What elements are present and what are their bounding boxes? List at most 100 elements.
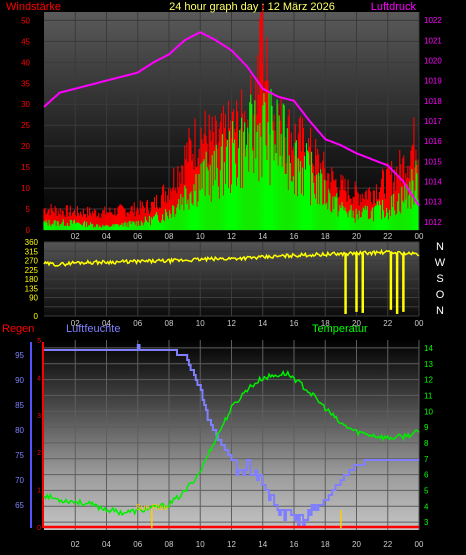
wind-tick-8: 40 — [21, 58, 30, 67]
wind-tick-3: 15 — [21, 163, 30, 172]
pressure-tick-0: 1012 — [424, 218, 442, 227]
dir-xtick-0: 02 — [71, 319, 80, 328]
wind-tick-1: 5 — [26, 205, 31, 214]
dir-xtick-9: 20 — [352, 319, 361, 328]
hum-xtick-1: 04 — [102, 540, 111, 549]
pressure-tick-1: 1013 — [424, 198, 442, 207]
humidity-tick-6: 95 — [15, 351, 24, 360]
dir-tick-2: 90 — [29, 294, 38, 303]
rain-tick-5: 5 — [37, 338, 41, 345]
temp-tick-2: 5 — [424, 486, 429, 495]
hum-xtick-5: 12 — [227, 540, 236, 549]
hum-xtick-8: 18 — [321, 540, 330, 549]
hum-xtick-2: 06 — [133, 540, 142, 549]
temp-tick-6: 9 — [424, 423, 429, 432]
wind-xtick-6: 14 — [258, 232, 267, 241]
dir-letter-4: N — [436, 305, 444, 317]
pressure-tick-3: 1015 — [424, 157, 442, 166]
hum-xtick-7: 16 — [290, 540, 299, 549]
dir-letter-0: N — [436, 241, 444, 253]
humidity-tick-2: 75 — [15, 451, 24, 460]
pressure-tick-6: 1018 — [424, 97, 442, 106]
pressure-tick-9: 1021 — [424, 36, 442, 45]
temp-tick-4: 7 — [424, 455, 429, 464]
temp-tick-7: 10 — [424, 407, 433, 416]
dir-tick-4: 180 — [25, 275, 39, 284]
humidity-tick-1: 70 — [15, 476, 24, 485]
dir-tick-3: 135 — [25, 284, 39, 293]
dir-letter-3: O — [436, 289, 445, 301]
wind-direction-line — [43, 248, 420, 267]
humidity-tick-3: 80 — [15, 426, 24, 435]
wind-xtick-4: 10 — [196, 232, 205, 241]
rain-tick-2: 2 — [37, 450, 41, 457]
wind-tick-10: 50 — [21, 16, 30, 25]
wind-tick-2: 10 — [21, 184, 30, 193]
wind-tick-0: 0 — [26, 226, 31, 235]
dir-tick-5: 225 — [25, 266, 39, 275]
hum-xtick-6: 14 — [258, 540, 267, 549]
dir-letter-1: W — [435, 257, 446, 269]
dir-letter-2: S — [436, 273, 443, 285]
rain-tick-3: 3 — [37, 413, 41, 420]
hum-xtick-0: 02 — [71, 540, 80, 549]
rain-label: Regen — [2, 323, 34, 335]
pressure-tick-8: 1020 — [424, 56, 442, 65]
temp-tick-0: 3 — [424, 518, 429, 527]
hum-xtick-4: 10 — [196, 540, 205, 549]
dir-tick-7: 315 — [25, 247, 39, 256]
temp-tick-1: 4 — [424, 502, 429, 511]
dir-xtick-11: 00 — [415, 319, 424, 328]
wind-xtick-8: 18 — [321, 232, 330, 241]
pressure-line — [43, 31, 420, 207]
dir-tick-6: 270 — [25, 257, 39, 266]
humidity-tick-4: 85 — [15, 401, 24, 410]
rain-tick-1: 1 — [37, 488, 41, 495]
wind-tick-9: 45 — [21, 37, 30, 46]
temp-tick-9: 12 — [424, 376, 433, 385]
wind-xtick-1: 04 — [102, 232, 111, 241]
hum-xtick-3: 08 — [165, 540, 174, 549]
wind-tick-7: 35 — [21, 79, 30, 88]
humidity-label: Luftfeuchte — [66, 323, 120, 335]
wind-xtick-2: 06 — [133, 232, 142, 241]
dir-tick-0: 0 — [34, 312, 39, 321]
temperature-line — [43, 369, 420, 517]
dir-xtick-8: 18 — [321, 319, 330, 328]
left-axis-title: Windstärke — [6, 1, 61, 13]
pressure-tick-5: 1017 — [424, 117, 442, 126]
wind-xtick-11: 00 — [415, 232, 424, 241]
wind-xtick-5: 12 — [227, 232, 236, 241]
dir-xtick-7: 16 — [290, 319, 299, 328]
temp-tick-10: 13 — [424, 360, 433, 369]
graph-title: 24 hour graph day : 12 März 2026 — [169, 1, 335, 13]
dir-xtick-2: 06 — [133, 319, 142, 328]
rain-tick-4: 4 — [37, 375, 41, 382]
humidity-line — [44, 344, 419, 526]
dir-xtick-3: 08 — [165, 319, 174, 328]
humidity-tick-0: 65 — [15, 501, 24, 510]
hum-xtick-11: 00 — [415, 540, 424, 549]
temp-tick-8: 11 — [424, 391, 433, 400]
temp-tick-11: 14 — [424, 344, 433, 353]
wind-xtick-3: 08 — [165, 232, 174, 241]
wind-xtick-10: 22 — [383, 232, 392, 241]
temp-tick-3: 6 — [424, 471, 429, 480]
dir-xtick-1: 04 — [102, 319, 111, 328]
right-axis-title: Luftdruck — [371, 1, 417, 13]
hum-xtick-9: 20 — [352, 540, 361, 549]
pressure-tick-4: 1016 — [424, 137, 442, 146]
temp-tick-5: 8 — [424, 439, 429, 448]
wind-xtick-9: 20 — [352, 232, 361, 241]
dir-xtick-4: 10 — [196, 319, 205, 328]
wind-xtick-7: 16 — [290, 232, 299, 241]
hum-xtick-10: 22 — [383, 540, 392, 549]
wind-tick-6: 30 — [21, 100, 30, 109]
dir-tick-8: 360 — [25, 238, 39, 247]
rain-tick-0: 0 — [37, 525, 41, 532]
pressure-tick-7: 1019 — [424, 77, 442, 86]
sunrise-label: Sun Rise — [136, 503, 169, 512]
dir-xtick-6: 14 — [258, 319, 267, 328]
pressure-tick-2: 1014 — [424, 178, 442, 187]
